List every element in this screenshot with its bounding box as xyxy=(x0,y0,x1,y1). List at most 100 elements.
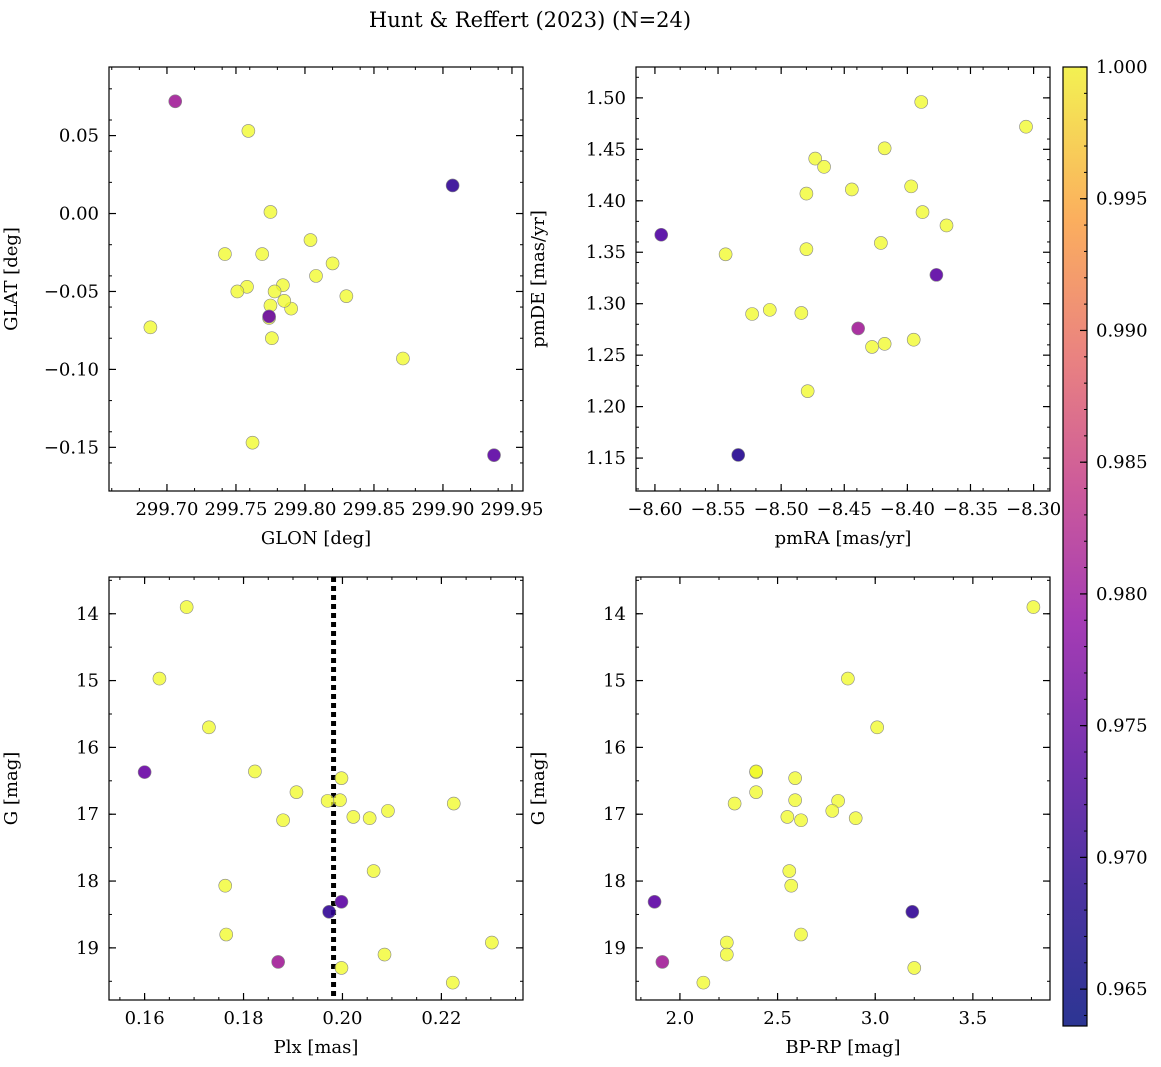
data-point xyxy=(334,771,349,785)
data-point xyxy=(731,448,746,462)
data-point xyxy=(346,810,361,824)
y-tick-label: 18 xyxy=(76,871,99,892)
y-tick-label: 1.20 xyxy=(586,397,626,418)
data-point xyxy=(267,284,282,299)
x-tick-label: 3.5 xyxy=(959,1008,988,1029)
data-point xyxy=(309,269,323,283)
colorbar-ticks: 0.965 0.970 0.975 0.980 0.985 0.990 0.995 1.000 xyxy=(1080,57,1148,1016)
y-tick-label: 17 xyxy=(603,804,626,825)
data-point xyxy=(845,182,859,197)
data-point xyxy=(485,935,499,950)
x-tick-label: 3.0 xyxy=(861,1008,890,1029)
axes-frame xyxy=(635,66,1051,492)
data-point xyxy=(276,813,290,828)
y-tick-label: 1.35 xyxy=(586,242,626,263)
x-tick-label: 299.80 xyxy=(273,499,336,520)
x-tick-label: −8.60 xyxy=(627,499,682,520)
data-point xyxy=(799,186,814,201)
y-axis-label: GLAT [deg] xyxy=(1,227,22,331)
data-point xyxy=(788,793,802,807)
data-point xyxy=(762,303,777,317)
data-point xyxy=(218,878,233,893)
y-tick-label: 0.05 xyxy=(59,126,99,147)
colorbar-tick-label: 0.985 xyxy=(1096,452,1148,473)
axes-frame xyxy=(108,576,524,1001)
data-point xyxy=(799,242,814,256)
data-point xyxy=(333,793,347,807)
y-tick-label: −0.10 xyxy=(44,359,99,380)
data-point xyxy=(794,306,809,320)
x-axis-label: GLON [deg] xyxy=(261,528,371,549)
data-point xyxy=(245,435,260,450)
data-point xyxy=(241,124,256,138)
data-point xyxy=(939,218,954,233)
data-point xyxy=(696,975,711,990)
x-axis-label: pmRA [mas/yr] xyxy=(775,528,912,549)
panel-glon-glat: 299.70 299.75 299.80 299.85 299.90 299.95 −0.1… xyxy=(1,66,543,549)
x-tick-label: −8.40 xyxy=(880,499,935,520)
y-tick-label: 14 xyxy=(603,604,626,625)
colorbar-tick-label: 0.965 xyxy=(1096,979,1148,1000)
data-point xyxy=(152,671,167,686)
y-tick-label: 16 xyxy=(76,737,99,758)
data-point xyxy=(720,935,734,950)
data-point xyxy=(794,927,808,942)
x-tick-label: −8.55 xyxy=(690,499,745,520)
y-tick-label: 17 xyxy=(76,804,99,825)
data-point xyxy=(794,813,808,828)
axes-frame xyxy=(635,576,1051,1001)
y-tick-label: 15 xyxy=(76,671,99,692)
data-point xyxy=(320,794,335,808)
colorbar-tick-label: 0.995 xyxy=(1096,189,1148,210)
x-tick-label: −8.35 xyxy=(943,499,998,520)
data-point xyxy=(143,320,158,335)
data-point xyxy=(808,151,823,166)
x-tick-label: 299.70 xyxy=(135,499,198,520)
data-point xyxy=(727,796,742,811)
data-point xyxy=(322,904,336,919)
data-point xyxy=(303,233,318,247)
data-point xyxy=(905,904,920,919)
data-point xyxy=(230,284,245,299)
x-tick-label: 299.95 xyxy=(480,499,543,520)
figure-title: Hunt & Reffert (2023) (N=24) xyxy=(369,8,691,32)
x-tick-label: −8.30 xyxy=(1006,499,1061,520)
y-tick-label: 15 xyxy=(603,671,626,692)
data-point xyxy=(841,671,855,686)
data-point xyxy=(381,804,395,818)
data-point xyxy=(219,927,234,942)
data-point xyxy=(202,720,216,735)
y-tick-label: 14 xyxy=(76,604,99,625)
data-point xyxy=(446,796,461,811)
x-tick-label: 0.16 xyxy=(125,1008,165,1029)
x-tick-label: 0.22 xyxy=(421,1008,461,1029)
data-point xyxy=(848,811,863,826)
data-point xyxy=(817,160,831,174)
data-point xyxy=(647,894,662,909)
y-tick-label: 1.30 xyxy=(586,294,626,315)
data-point xyxy=(655,955,670,969)
data-point xyxy=(366,864,381,878)
data-point xyxy=(248,764,262,779)
data-point xyxy=(877,337,892,351)
data-point xyxy=(907,961,922,975)
panel-bprp-g: 2.0 2.5 3.0 3.5 14 15 16 17 18 19 BP-RP [mag] G [ma… xyxy=(528,576,1051,1058)
y-tick-label: 1.45 xyxy=(586,139,626,160)
colorbar-tick-label: 0.975 xyxy=(1096,716,1148,737)
y-axis-label: G [mag] xyxy=(1,752,22,825)
x-tick-label: 2.5 xyxy=(763,1008,792,1029)
data-point xyxy=(179,600,194,614)
colorbar-tick-label: 0.990 xyxy=(1096,320,1148,341)
data-point xyxy=(831,794,845,808)
data-point xyxy=(1026,600,1041,614)
data-point xyxy=(271,955,285,969)
data-point xyxy=(720,947,734,962)
data-point xyxy=(865,340,879,354)
data-point xyxy=(255,247,269,261)
data-point xyxy=(915,205,930,219)
data-point xyxy=(445,178,460,193)
data-point xyxy=(137,765,152,779)
data-point xyxy=(289,785,304,799)
y-tick-label: 1.15 xyxy=(586,448,626,469)
